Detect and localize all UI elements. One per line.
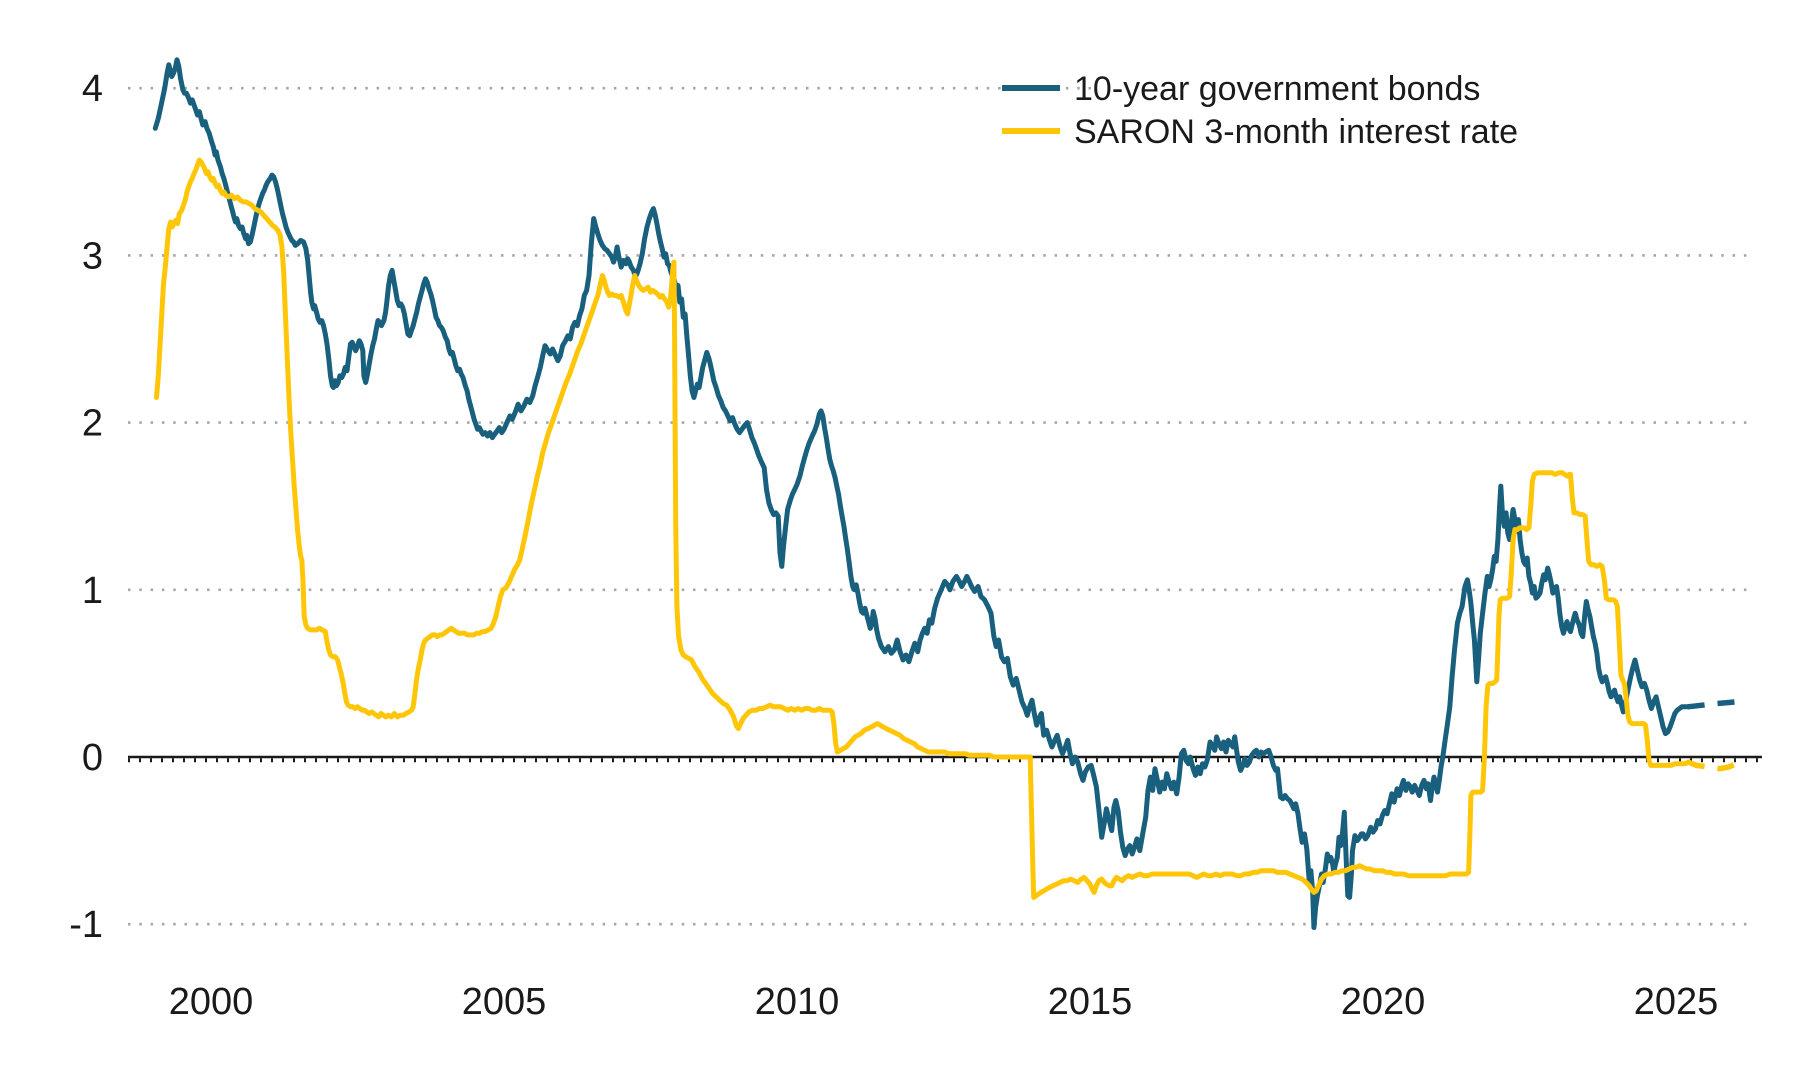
- x-axis-label-2010: 2010: [755, 981, 840, 1023]
- y-axis-label-4: 4: [82, 68, 103, 110]
- y-axis-label-3: 3: [82, 235, 103, 277]
- y-axis-label-2: 2: [82, 403, 103, 445]
- y-axis-label-0: 0: [82, 737, 103, 779]
- y-axis-label-1: 1: [82, 570, 103, 612]
- x-axis-label-2000: 2000: [169, 981, 254, 1023]
- series-line-bonds: [152, 57, 1691, 930]
- x-axis-label-2025: 2025: [1634, 981, 1719, 1023]
- legend-label-1: SARON 3-month interest rate: [1074, 113, 1518, 151]
- x-axis-label-2005: 2005: [462, 981, 547, 1023]
- x-axis-label-2020: 2020: [1341, 981, 1426, 1023]
- x-axis-label-2015: 2015: [1048, 981, 1133, 1023]
- y-axis-label--1: -1: [69, 904, 103, 946]
- series-line-bonds-forecast-dashed: [1687, 699, 1737, 710]
- series-line-saron: [154, 157, 1691, 900]
- legend-label-0: 10-year government bonds: [1074, 70, 1480, 108]
- series-line-saron-forecast-dashed: [1687, 759, 1738, 772]
